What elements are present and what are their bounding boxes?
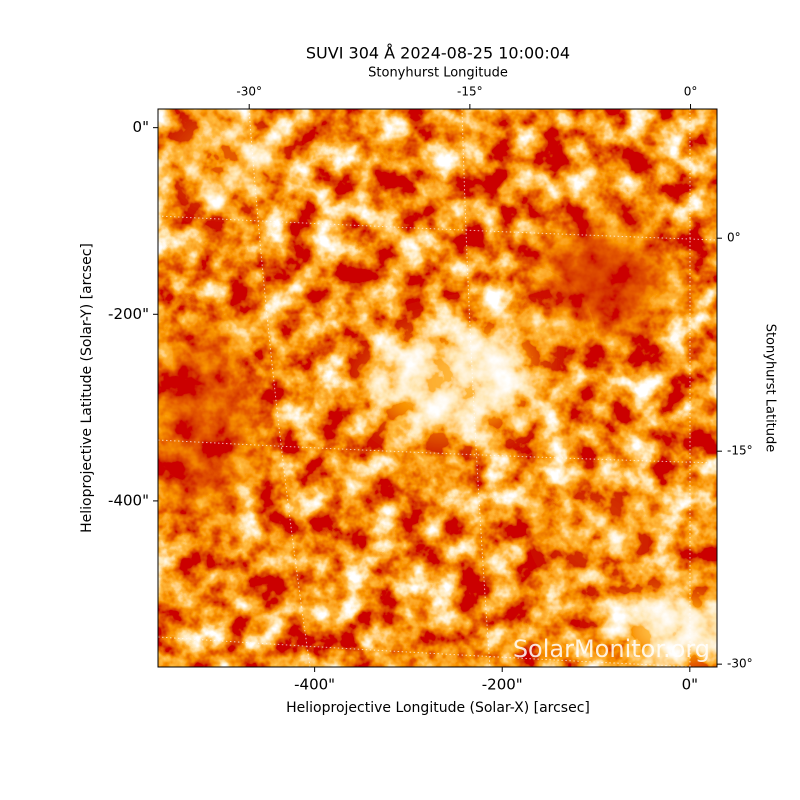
coordinate-grid (158, 109, 717, 667)
x-tick-label: 0" (682, 676, 698, 694)
y2-axis-label: Stonyhurst Latitude (763, 324, 778, 453)
x-tick-label: -200" (482, 676, 523, 694)
x2-tick-label: 0° (684, 85, 698, 99)
chart-title: SUVI 304 Å 2024-08-25 10:00:04 (306, 44, 570, 63)
y-tick-label: -200" (108, 305, 149, 323)
x2-tick-label: -15° (457, 85, 483, 99)
watermark: SolarMonitor.org (513, 635, 710, 663)
y2-tick-label: -30° (727, 657, 753, 671)
x2-axis-label: Stonyhurst Longitude (368, 66, 508, 81)
y-tick-label: 0" (133, 118, 149, 136)
x-tick-label: -400" (294, 676, 335, 694)
y2-tick-label: 0° (727, 231, 741, 245)
x2-tick-label: -30° (236, 85, 262, 99)
solar-image: SolarMonitor.org (158, 109, 717, 667)
plot-frame (157, 108, 718, 668)
y-axis-label: Helioprojective Latitude (Solar-Y) [arcs… (79, 243, 95, 533)
y-tick-label: -400" (108, 491, 149, 509)
x-axis-label: Helioprojective Longitude (Solar-X) [arc… (286, 700, 590, 716)
y2-tick-label: -15° (727, 444, 753, 458)
